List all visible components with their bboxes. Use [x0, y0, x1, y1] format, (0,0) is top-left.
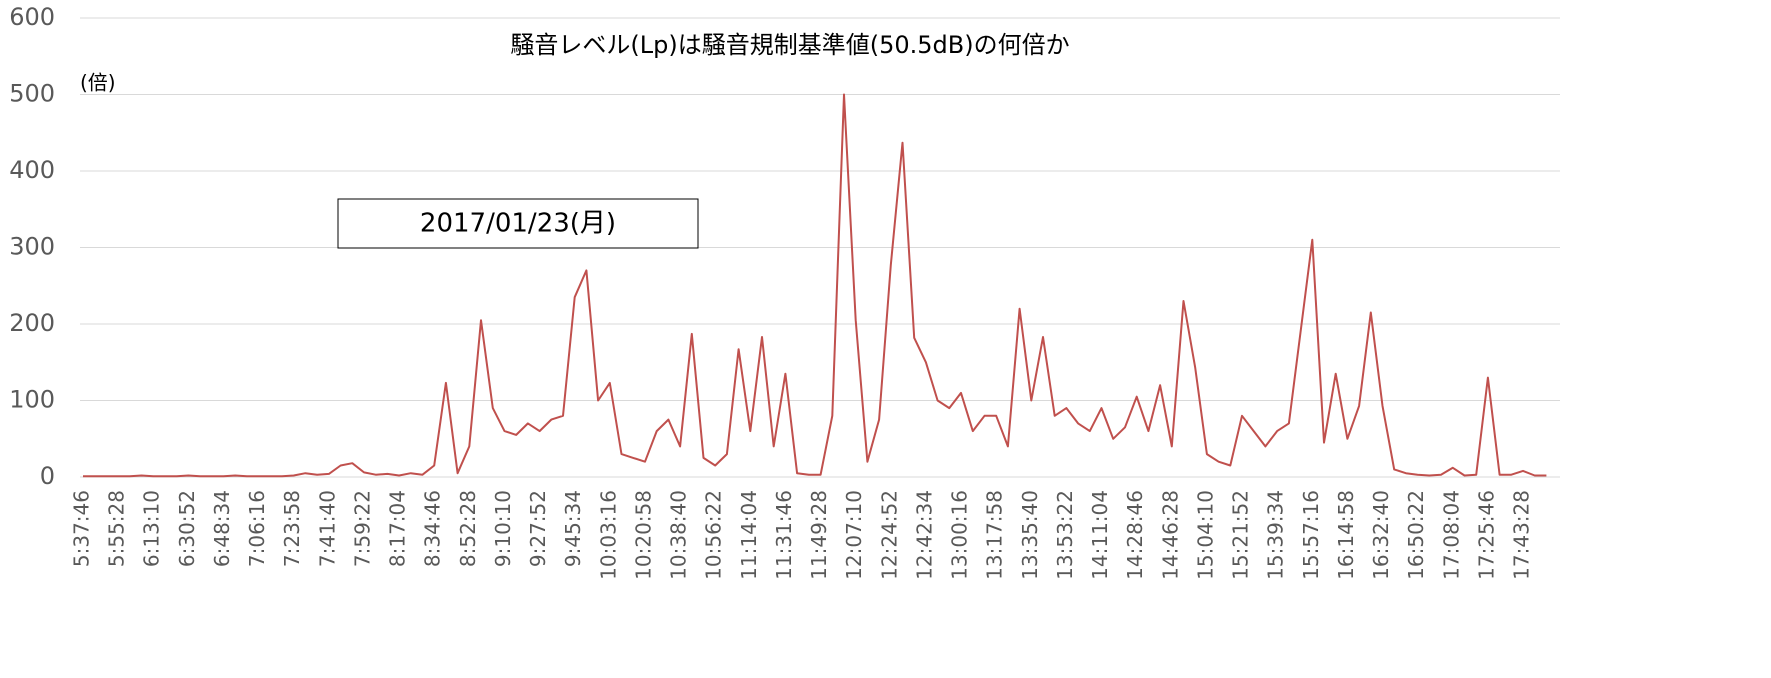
y-tick-label: 500 [9, 80, 55, 108]
y-tick-label: 100 [9, 386, 55, 414]
x-tick-label: 13:00:16 [948, 490, 972, 580]
x-tick-label: 10:20:58 [631, 490, 655, 580]
y-tick-label: 300 [9, 233, 55, 261]
x-tick-label: 7:23:58 [280, 490, 304, 567]
x-tick-label: 13:17:58 [983, 490, 1007, 580]
x-tick-label: 8:52:28 [456, 490, 480, 567]
x-tick-label: 10:38:40 [667, 490, 691, 580]
x-tick-label: 15:21:52 [1229, 490, 1253, 580]
x-tick-label: 15:57:16 [1299, 490, 1323, 580]
x-tick-label: 5:55:28 [105, 490, 129, 567]
x-tick-label: 17:08:04 [1439, 490, 1463, 580]
x-tick-label: 6:48:34 [210, 490, 234, 567]
x-tick-label: 9:10:10 [491, 490, 515, 567]
x-tick-label: 13:53:22 [1053, 490, 1077, 580]
x-tick-label: 13:35:40 [1018, 490, 1042, 580]
x-tick-label: 6:13:10 [140, 490, 164, 567]
y-tick-label: 400 [9, 156, 55, 184]
x-tick-label: 11:31:46 [772, 490, 796, 580]
x-tick-label: 16:14:58 [1334, 490, 1358, 580]
x-tick-label: 7:41:40 [315, 490, 339, 567]
plot-area: 0 100 200 300 400 500 600 5:37:46 5:55:28 6:13:10… [9, 3, 1560, 580]
annotation-box [337, 198, 699, 249]
y-axis-label: (倍) [80, 71, 116, 95]
x-tick-label: 16:32:40 [1369, 490, 1393, 580]
x-tick-label: 15:39:34 [1264, 490, 1288, 580]
x-tick-label: 10:56:22 [702, 490, 726, 580]
x-tick-label: 12:24:52 [877, 490, 901, 580]
x-tick-label: 16:50:22 [1404, 490, 1428, 580]
data-line [83, 93, 1547, 478]
x-tick-label: 9:45:34 [561, 490, 585, 567]
x-tick-label: 7:59:22 [350, 490, 374, 567]
x-tick-label: 14:11:04 [1088, 490, 1112, 580]
x-tick-label: 8:34:46 [421, 490, 445, 567]
x-tick-label: 11:49:28 [807, 490, 831, 580]
x-tick-label: 6:30:52 [175, 490, 199, 567]
x-tick-label: 5:37:46 [70, 490, 94, 567]
x-tick-label: 14:28:46 [1123, 490, 1147, 580]
x-tick-label: 17:43:28 [1510, 490, 1534, 580]
annotation: 2017/01/23(月) [420, 209, 616, 239]
x-tick-label: 14:46:28 [1158, 490, 1182, 580]
x-tick-label: 17:25:46 [1474, 490, 1498, 580]
x-tick-label: 10:03:16 [596, 490, 620, 580]
x-tick-label: 15:04:10 [1193, 490, 1217, 580]
x-tick-label: 12:07:10 [842, 490, 866, 580]
y-tick-label: 0 [40, 462, 55, 490]
x-tick-label: 11:14:04 [737, 490, 761, 580]
x-tick-label: 9:27:52 [526, 490, 550, 567]
x-tick-label: 8:17:04 [386, 490, 410, 567]
x-tick-label: 7:06:16 [245, 490, 269, 567]
chart-title: 騒音レベル(Lp)は騒音規制基準値(50.5dB)の何倍か [510, 31, 1069, 59]
y-tick-label: 200 [9, 309, 55, 337]
y-tick-label: 600 [9, 3, 55, 31]
x-tick-label: 12:42:34 [912, 490, 936, 580]
